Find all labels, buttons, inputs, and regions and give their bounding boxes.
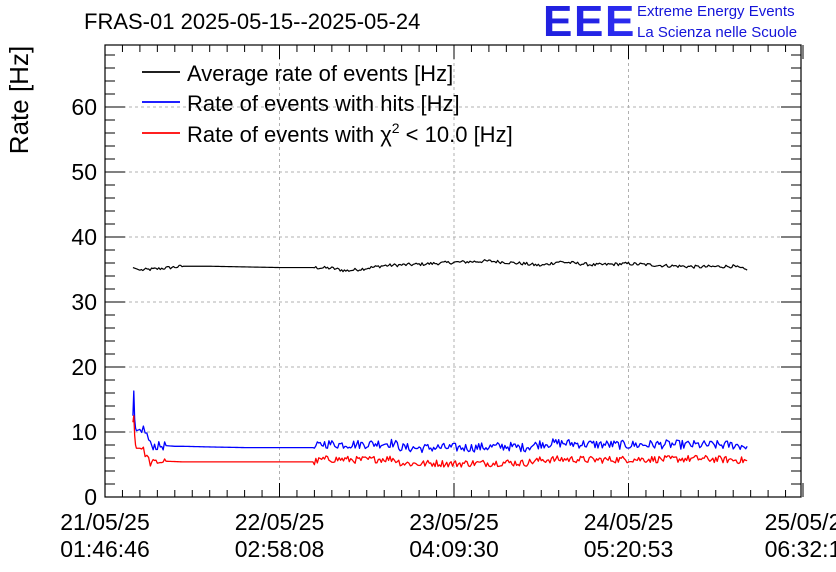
y-tick-label: 50 bbox=[71, 159, 97, 185]
x-tick-label-date: 21/05/25 bbox=[60, 509, 150, 535]
y-tick-label: 60 bbox=[71, 94, 97, 120]
y-tick-label: 0 bbox=[84, 484, 97, 510]
legend-label-rest: < 10.0 [Hz] bbox=[400, 122, 513, 147]
series-line-1 bbox=[132, 259, 748, 273]
y-tick-label: 30 bbox=[71, 289, 97, 315]
legend-label-3: Rate of events with χ2 < 10.0 [Hz] bbox=[187, 120, 513, 147]
tick-layer bbox=[104, 45, 804, 498]
x-tick-label-time: 02:58:08 bbox=[235, 536, 325, 562]
x-tick-label-date: 24/05/25 bbox=[584, 509, 674, 535]
x-tick-label-date: 22/05/25 bbox=[235, 509, 325, 535]
x-tick-label-time: 04:09:30 bbox=[409, 536, 499, 562]
series-layer bbox=[132, 259, 748, 468]
legend: Average rate of events [Hz] Rate of event… bbox=[142, 61, 513, 147]
logo-text-line-1: Extreme Energy Events bbox=[637, 3, 795, 20]
logo-letter-3: E bbox=[605, 0, 634, 46]
series-line-3 bbox=[132, 415, 748, 468]
y-tick-label: 20 bbox=[71, 354, 97, 380]
logo-letter-2: E bbox=[574, 0, 603, 46]
y-tick-label: 10 bbox=[71, 419, 97, 445]
y-axis-label: Rate [Hz] bbox=[4, 46, 34, 154]
x-tick-label-time: 01:46:46 bbox=[60, 536, 150, 562]
eee-logo-mark: E E E bbox=[543, 0, 636, 44]
grid-layer bbox=[105, 45, 801, 497]
legend-label-1: Average rate of events [Hz] bbox=[187, 61, 453, 86]
x-tick-label-date: 25/05/2 bbox=[765, 509, 836, 535]
y-tick-label: 40 bbox=[71, 224, 97, 250]
chart-title: FRAS-01 2025-05-15--2025-05-24 bbox=[84, 9, 421, 34]
x-tick-label-date: 23/05/25 bbox=[409, 509, 499, 535]
legend-label-superscript: 2 bbox=[392, 120, 400, 136]
logo-letter-1: E bbox=[543, 0, 572, 46]
x-tick-label-time: 05:20:53 bbox=[584, 536, 674, 562]
logo-text-line-2: La Scienza nelle Scuole bbox=[637, 24, 798, 41]
legend-label-main: Rate of events with χ bbox=[187, 122, 392, 147]
plot-frame bbox=[104, 44, 802, 498]
series-line-2 bbox=[132, 390, 748, 454]
legend-label-2: Rate of events with hits [Hz] bbox=[187, 91, 460, 116]
x-tick-label-time: 06:32:1 bbox=[765, 536, 836, 562]
